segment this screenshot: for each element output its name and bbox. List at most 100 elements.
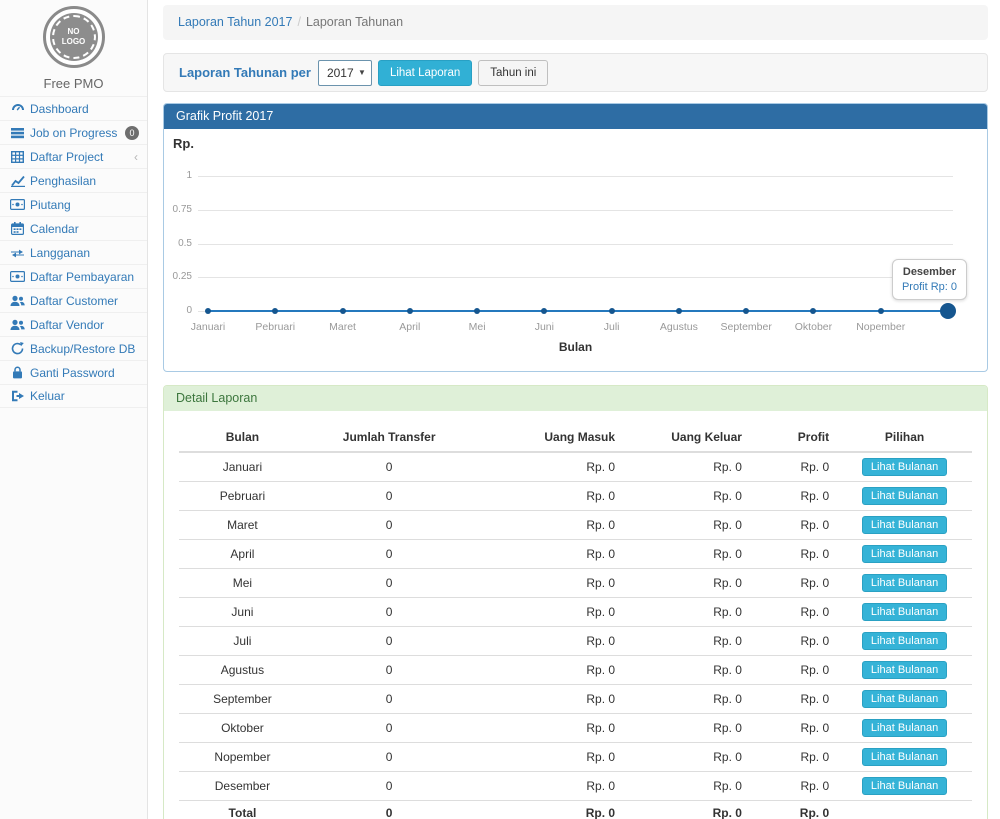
data-point-juli[interactable] [609, 308, 615, 314]
main-content: Laporan Tahun 2017/Laporan Tahunan Lapor… [148, 5, 1000, 819]
data-point-oktober[interactable] [810, 308, 816, 314]
table-cell: Rp. 0 [472, 540, 623, 569]
view-monthly-button[interactable]: Lihat Bulanan [862, 777, 947, 795]
table-cell: Rp. 0 [472, 772, 623, 801]
view-monthly-button[interactable]: Lihat Bulanan [862, 487, 947, 505]
table-cell: Rp. 0 [472, 685, 623, 714]
sidebar-item-daftar-project[interactable]: Daftar Project‹ [0, 144, 147, 168]
sidebar-item-dashboard[interactable]: Dashboard [0, 96, 147, 120]
x-tick-label: Mei [442, 321, 512, 333]
view-report-button[interactable]: Lihat Laporan [378, 60, 472, 86]
table-cell: Rp. 0 [750, 452, 837, 482]
table-cell: 0 [306, 656, 473, 685]
table-cell: Total [179, 801, 306, 819]
view-monthly-button[interactable]: Lihat Bulanan [862, 458, 947, 476]
table-cell: 0 [306, 627, 473, 656]
view-monthly-button[interactable]: Lihat Bulanan [862, 690, 947, 708]
breadcrumb-link[interactable]: Laporan Tahun 2017 [178, 15, 292, 29]
table-row: Juni0Rp. 0Rp. 0Rp. 0Lihat Bulanan [179, 598, 972, 627]
view-monthly-button[interactable]: Lihat Bulanan [862, 719, 947, 737]
chart-panel-title: Grafik Profit 2017 [164, 104, 987, 129]
table-header-row: BulanJumlah TransferUang MasukUang Kelua… [179, 423, 972, 452]
year-select-value: 2017 [327, 66, 354, 80]
sidebar-item-backup-restore-db[interactable]: Backup/Restore DB [0, 336, 147, 360]
action-cell: Lihat Bulanan [837, 598, 972, 627]
sidebar-item-job-on-progress[interactable]: Job on Progress0 [0, 120, 147, 144]
table-cell: Rp. 0 [623, 627, 750, 656]
table-cell: 0 [306, 540, 473, 569]
y-tick-label: 0.5 [164, 238, 192, 249]
action-cell: Lihat Bulanan [837, 482, 972, 511]
action-cell: Lihat Bulanan [837, 569, 972, 598]
view-monthly-button[interactable]: Lihat Bulanan [862, 632, 947, 650]
data-point-juni[interactable] [541, 308, 547, 314]
table-cell: 0 [306, 452, 473, 482]
this-year-button[interactable]: Tahun ini [478, 60, 548, 86]
table-cell: Juni [179, 598, 306, 627]
tasks-icon [9, 127, 26, 139]
data-point-januari[interactable] [205, 308, 211, 314]
view-monthly-button[interactable]: Lihat Bulanan [862, 603, 947, 621]
x-axis-title: Bulan [164, 340, 987, 354]
data-point-desember[interactable] [940, 303, 956, 319]
year-select[interactable]: 2017 ▼ [318, 60, 372, 86]
x-tick-label: Maret [308, 321, 378, 333]
table-cell: Rp. 0 [472, 482, 623, 511]
data-point-maret[interactable] [340, 308, 346, 314]
gridline [198, 244, 953, 245]
sidebar-item-calendar[interactable]: Calendar [0, 216, 147, 240]
data-point-mei[interactable] [474, 308, 480, 314]
no-logo-seal: NO LOGO [43, 6, 105, 68]
data-point-agustus[interactable] [676, 308, 682, 314]
view-monthly-button[interactable]: Lihat Bulanan [862, 661, 947, 679]
sidebar-item-langganan[interactable]: Langganan [0, 240, 147, 264]
brand-name: Free PMO [0, 76, 147, 91]
data-point-september[interactable] [743, 308, 749, 314]
view-monthly-button[interactable]: Lihat Bulanan [862, 516, 947, 534]
sidebar-item-label: Langganan [30, 246, 90, 260]
sidebar-item-label: Keluar [30, 389, 65, 403]
table-cell: Rp. 0 [472, 452, 623, 482]
sidebar-item-label: Dashboard [30, 102, 89, 116]
table-cell: Januari [179, 452, 306, 482]
view-monthly-button[interactable]: Lihat Bulanan [862, 748, 947, 766]
table-cell: Rp. 0 [623, 569, 750, 598]
table-row: April0Rp. 0Rp. 0Rp. 0Lihat Bulanan [179, 540, 972, 569]
sidebar-item-keluar[interactable]: Keluar [0, 384, 147, 408]
table-cell: 0 [306, 714, 473, 743]
report-table: BulanJumlah TransferUang MasukUang Kelua… [179, 423, 972, 819]
sidebar-item-daftar-pembayaran[interactable]: Daftar Pembayaran [0, 264, 147, 288]
line-chart-icon [9, 175, 26, 187]
progress-count-badge: 0 [125, 126, 139, 140]
tooltip-value: Profit Rp: 0 [902, 281, 957, 293]
action-cell: Lihat Bulanan [837, 772, 972, 801]
x-tick-label: September [711, 321, 781, 333]
table-cell: 0 [306, 569, 473, 598]
calendar-icon [9, 222, 26, 235]
detail-report-panel: Detail Laporan BulanJumlah TransferUang … [163, 385, 988, 819]
data-point-pebruari[interactable] [272, 308, 278, 314]
sidebar-item-penghasilan[interactable]: Penghasilan [0, 168, 147, 192]
sidebar-item-piutang[interactable]: Piutang [0, 192, 147, 216]
total-row: Total0Rp. 0Rp. 0Rp. 0 [179, 801, 972, 819]
view-monthly-button[interactable]: Lihat Bulanan [862, 545, 947, 563]
sidebar-item-daftar-customer[interactable]: Daftar Customer [0, 288, 147, 312]
data-point-april[interactable] [407, 308, 413, 314]
profit-chart-panel: Grafik Profit 2017 Rp. Bulan Desember Pr… [163, 103, 988, 372]
sidebar-item-ganti-password[interactable]: Ganti Password [0, 360, 147, 384]
table-cell: Desember [179, 772, 306, 801]
sidebar-item-daftar-vendor[interactable]: Daftar Vendor [0, 312, 147, 336]
table-cell: Rp. 0 [472, 714, 623, 743]
repeat-icon [9, 247, 26, 259]
table-row: Agustus0Rp. 0Rp. 0Rp. 0Lihat Bulanan [179, 656, 972, 685]
table-cell: Rp. 0 [472, 569, 623, 598]
action-cell: Lihat Bulanan [837, 452, 972, 482]
table-cell: Rp. 0 [472, 656, 623, 685]
chevron-left-icon: ‹ [134, 150, 138, 164]
table-cell: September [179, 685, 306, 714]
view-monthly-button[interactable]: Lihat Bulanan [862, 574, 947, 592]
gridline [198, 210, 953, 211]
data-point-nopember[interactable] [878, 308, 884, 314]
report-filter-bar: Laporan Tahunan per 2017 ▼ Lihat Laporan… [163, 53, 988, 92]
table-cell: Rp. 0 [623, 540, 750, 569]
